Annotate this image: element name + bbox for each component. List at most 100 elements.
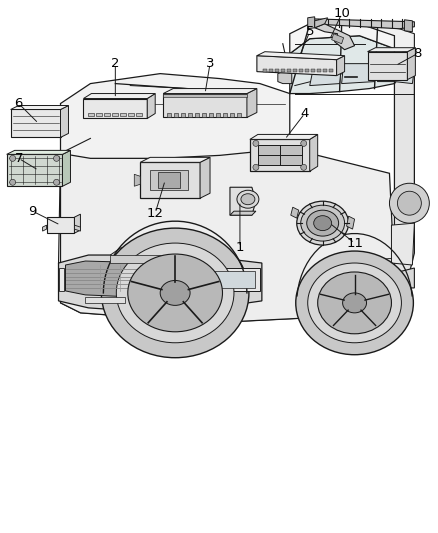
Circle shape (301, 140, 307, 147)
Ellipse shape (343, 293, 367, 313)
Polygon shape (314, 18, 328, 28)
Ellipse shape (128, 254, 223, 332)
Polygon shape (293, 69, 297, 71)
Ellipse shape (297, 201, 349, 245)
Polygon shape (314, 24, 355, 50)
Polygon shape (311, 69, 314, 71)
Polygon shape (181, 114, 185, 117)
Ellipse shape (117, 243, 234, 343)
Text: 4: 4 (300, 107, 309, 120)
Ellipse shape (301, 205, 345, 241)
Polygon shape (258, 146, 302, 165)
Polygon shape (332, 34, 343, 44)
Polygon shape (305, 69, 309, 71)
Polygon shape (96, 114, 102, 117)
Ellipse shape (307, 210, 339, 236)
Ellipse shape (308, 263, 401, 343)
Text: 10: 10 (333, 7, 350, 20)
Polygon shape (128, 114, 134, 117)
Polygon shape (167, 114, 171, 117)
Circle shape (389, 183, 429, 223)
Polygon shape (216, 114, 220, 117)
Polygon shape (395, 66, 414, 84)
Polygon shape (269, 69, 273, 71)
Polygon shape (104, 114, 110, 117)
Ellipse shape (101, 228, 249, 358)
Text: 2: 2 (111, 57, 120, 70)
Polygon shape (163, 94, 247, 117)
Ellipse shape (318, 272, 392, 334)
Polygon shape (323, 69, 327, 71)
Ellipse shape (296, 251, 413, 355)
Polygon shape (7, 150, 71, 155)
Polygon shape (281, 69, 285, 71)
Polygon shape (88, 114, 95, 117)
Polygon shape (110, 255, 170, 263)
Polygon shape (60, 106, 68, 138)
Ellipse shape (160, 280, 190, 305)
Text: 6: 6 (14, 97, 23, 110)
Polygon shape (250, 134, 318, 140)
Polygon shape (223, 114, 227, 117)
Polygon shape (59, 255, 262, 313)
Circle shape (10, 179, 16, 185)
Polygon shape (310, 24, 414, 54)
Polygon shape (263, 69, 267, 71)
Polygon shape (83, 99, 147, 118)
Polygon shape (112, 114, 118, 117)
Circle shape (301, 164, 307, 171)
Polygon shape (85, 297, 125, 303)
Polygon shape (11, 109, 60, 138)
Text: 1: 1 (236, 240, 244, 254)
Polygon shape (7, 155, 63, 186)
Polygon shape (174, 114, 178, 117)
Polygon shape (140, 163, 200, 198)
Polygon shape (66, 261, 200, 298)
Text: 12: 12 (147, 207, 164, 220)
Text: 8: 8 (413, 47, 421, 60)
Polygon shape (328, 69, 332, 71)
Polygon shape (317, 69, 321, 71)
Polygon shape (158, 172, 180, 188)
Text: 5: 5 (305, 25, 314, 38)
Polygon shape (42, 225, 46, 231)
Polygon shape (150, 171, 188, 190)
Polygon shape (237, 114, 241, 117)
Text: 7: 7 (14, 152, 23, 165)
Polygon shape (205, 271, 255, 288)
Polygon shape (291, 207, 299, 218)
Polygon shape (83, 94, 155, 99)
Polygon shape (60, 74, 290, 158)
Polygon shape (163, 88, 257, 94)
Polygon shape (60, 263, 395, 323)
Circle shape (253, 164, 259, 171)
Polygon shape (230, 211, 256, 215)
Polygon shape (230, 114, 234, 117)
Circle shape (53, 179, 60, 185)
Polygon shape (404, 20, 413, 32)
Polygon shape (147, 94, 155, 118)
Polygon shape (337, 55, 345, 76)
Polygon shape (310, 134, 318, 171)
Polygon shape (140, 157, 210, 163)
Polygon shape (367, 52, 407, 79)
Polygon shape (46, 217, 74, 233)
Polygon shape (257, 52, 345, 60)
Polygon shape (299, 69, 303, 71)
Polygon shape (395, 268, 414, 288)
Polygon shape (308, 17, 314, 29)
Polygon shape (250, 140, 310, 171)
Polygon shape (134, 174, 140, 186)
Circle shape (53, 155, 60, 161)
Polygon shape (407, 47, 415, 79)
Polygon shape (275, 69, 279, 71)
Polygon shape (202, 114, 206, 117)
Polygon shape (209, 114, 213, 117)
Ellipse shape (314, 216, 332, 231)
Polygon shape (195, 114, 199, 117)
Polygon shape (367, 47, 415, 52)
Polygon shape (135, 297, 195, 303)
Polygon shape (136, 114, 142, 117)
Circle shape (253, 140, 259, 147)
Polygon shape (247, 88, 257, 117)
